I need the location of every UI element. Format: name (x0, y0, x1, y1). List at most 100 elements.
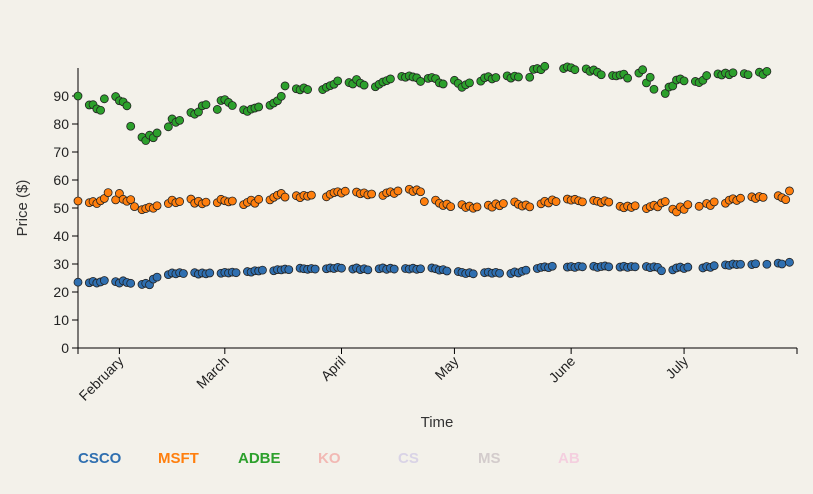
data-points (73, 61, 794, 290)
legend-item-adbe[interactable]: ADBE (238, 450, 281, 467)
data-point-csco (578, 262, 587, 272)
data-point-adbe (570, 65, 580, 75)
data-point-adbe (152, 128, 162, 138)
data-point-msft (446, 202, 456, 212)
data-point-adbe (280, 81, 290, 91)
data-point-csco (126, 278, 136, 288)
data-point-adbe (491, 73, 501, 82)
data-point-adbe (660, 89, 670, 98)
data-point-msft (306, 190, 316, 200)
data-point-csco (547, 261, 557, 271)
data-point-csco (709, 261, 719, 271)
data-point-csco (521, 265, 531, 275)
data-point-csco (736, 259, 745, 269)
data-point-csco (442, 266, 452, 276)
data-point-csco (73, 277, 83, 287)
data-point-csco (762, 259, 772, 269)
data-point-msft (498, 199, 508, 208)
data-point-csco (389, 264, 399, 274)
data-point-msft (694, 201, 704, 211)
x-tick-label: March (193, 353, 232, 392)
data-point-msft (525, 202, 535, 212)
data-point-msft (419, 197, 429, 206)
data-point-csco (99, 276, 109, 285)
data-point-msft (660, 197, 670, 206)
data-point-adbe (175, 115, 185, 125)
legend-item-ab[interactable]: AB (558, 450, 580, 467)
data-point-msft (280, 192, 290, 202)
data-point-msft (604, 197, 614, 207)
data-point-csco (683, 262, 693, 272)
legend: CSCO MSFT ADBE KO CS MS AB (78, 450, 638, 467)
data-point-csco (604, 262, 614, 272)
data-point-csco (751, 259, 760, 269)
data-point-msft (758, 192, 768, 202)
data-point-msft (175, 197, 185, 206)
data-point-adbe (386, 74, 395, 84)
data-point-msft (785, 186, 794, 196)
legend-item-csco[interactable]: CSCO (78, 450, 122, 467)
data-point-msft (340, 186, 350, 196)
data-point-adbe (525, 72, 535, 82)
y-tick-label: 60 (53, 172, 69, 188)
data-point-msft (126, 195, 136, 205)
legend-item-ko[interactable]: KO (318, 450, 341, 467)
data-point-adbe (645, 72, 655, 82)
data-point-msft (103, 188, 113, 198)
data-point-msft (254, 194, 264, 204)
y-tick-label: 40 (53, 228, 69, 244)
data-point-adbe (99, 94, 109, 104)
data-point-csco (284, 265, 294, 275)
data-point-msft (683, 200, 693, 210)
data-point-csco (785, 257, 794, 267)
data-point-msft (709, 197, 719, 207)
x-tick-label: February (76, 353, 127, 404)
data-point-adbe (638, 65, 648, 75)
data-point-msft (781, 195, 791, 205)
data-point-adbe (333, 76, 343, 86)
y-axis-label: Price ($) (14, 180, 31, 237)
data-point-adbe (762, 66, 772, 76)
data-point-csco (152, 272, 162, 282)
data-point-adbe (596, 70, 606, 80)
data-point-msft (152, 201, 162, 211)
y-tick-label: 70 (53, 144, 69, 160)
legend-item-ms[interactable]: MS (478, 450, 501, 467)
data-point-adbe (303, 85, 313, 94)
data-point-msft (472, 202, 482, 212)
data-point-csco (468, 269, 478, 279)
data-point-msft (73, 196, 83, 206)
data-point-adbe (623, 73, 633, 83)
x-axis-label: Time (421, 414, 454, 431)
data-point-csco (258, 265, 267, 275)
y-tick-label: 50 (53, 200, 69, 216)
data-point-adbe (540, 61, 550, 71)
data-point-csco (630, 262, 640, 272)
data-point-adbe (702, 71, 712, 80)
data-point-msft (630, 201, 640, 211)
data-point-adbe (679, 76, 689, 86)
data-point-msft (578, 197, 587, 207)
data-point-csco (205, 268, 215, 278)
data-point-csco (337, 263, 346, 273)
data-point-adbe (126, 121, 136, 131)
x-tick-label: June (545, 353, 578, 386)
y-tick-label: 30 (53, 256, 69, 272)
y-tick-label: 90 (53, 88, 69, 104)
legend-item-cs[interactable]: CS (398, 450, 419, 467)
data-point-adbe (514, 72, 523, 82)
legend-item-msft[interactable]: MSFT (158, 450, 199, 467)
data-point-msft (393, 186, 403, 196)
y-tick-label: 80 (53, 116, 69, 132)
data-point-adbe (438, 79, 448, 89)
data-point-msft (367, 189, 377, 199)
x-tick-label: July (662, 353, 691, 382)
data-point-adbe (227, 101, 237, 110)
data-point-msft (416, 187, 425, 197)
y-axis: 0 10 20 30 40 50 60 70 80 90 (53, 68, 79, 356)
data-point-csco (657, 266, 666, 276)
data-point-adbe (359, 80, 369, 90)
data-point-csco (777, 259, 787, 269)
data-point-adbe (465, 78, 474, 88)
